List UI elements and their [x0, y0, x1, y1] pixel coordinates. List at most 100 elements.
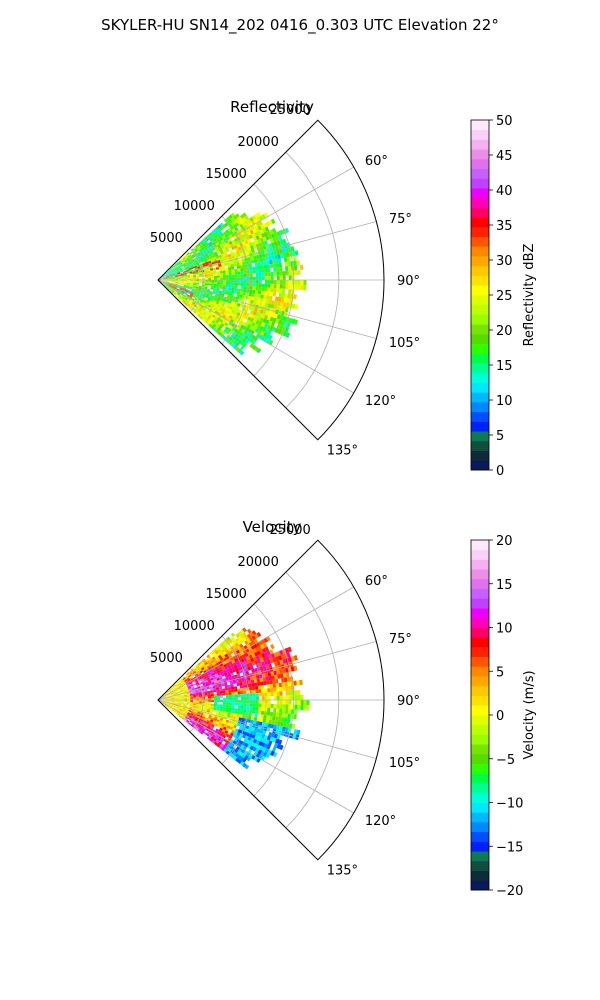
data-cell: [277, 329, 282, 335]
data-cell: [178, 281, 182, 283]
data-cell: [218, 309, 222, 314]
data-cell: [266, 338, 271, 344]
data-cell: [204, 689, 208, 692]
data-cell: [219, 679, 224, 683]
data-cell: [207, 268, 211, 272]
data-cell: [190, 299, 194, 302]
data-cell: [293, 260, 297, 266]
data-cell: [235, 679, 240, 684]
data-cell: [219, 706, 223, 710]
data-cell: [249, 700, 253, 704]
data-cell: [185, 682, 190, 685]
data-cell: [222, 726, 227, 731]
data-cell: [222, 678, 227, 682]
data-cell: [249, 229, 254, 235]
data-cell: [198, 716, 202, 720]
colorbar-tick-label: 50: [496, 114, 513, 129]
data-cell: [202, 714, 206, 718]
data-cell: [255, 700, 259, 704]
data-cell: [258, 234, 263, 239]
data-cell: [216, 658, 221, 663]
data-cell: [225, 707, 229, 710]
data-cell: [217, 654, 222, 659]
data-cell: [226, 294, 231, 298]
data-cell: [248, 313, 253, 318]
data-cell: [261, 276, 265, 280]
data-cell: [181, 680, 185, 683]
data-cell: [214, 275, 218, 278]
data-cell: [168, 283, 172, 285]
data-cell: [211, 295, 215, 299]
data-cell: [288, 700, 292, 705]
data-cell: [268, 320, 273, 326]
data-cell: [249, 270, 253, 274]
data-cell: [229, 230, 234, 235]
colorbar-swatch: [471, 549, 489, 560]
data-cell: [206, 257, 211, 261]
data-cell: [252, 286, 256, 291]
data-cell: [303, 285, 307, 291]
data-cell: [195, 715, 199, 718]
data-cell: [233, 665, 238, 669]
data-cell: [165, 282, 169, 284]
data-cell: [240, 268, 244, 272]
data-cell: [214, 316, 219, 320]
data-cell: [215, 292, 219, 295]
data-cell: [233, 245, 238, 249]
data-cell: [275, 296, 279, 302]
data-cell: [190, 713, 194, 716]
data-cell: [258, 703, 262, 708]
radial-tick-label: 20000: [237, 135, 278, 150]
data-cell: [264, 692, 268, 697]
data-cell: [183, 283, 187, 286]
data-cell: [187, 253, 191, 257]
data-cell: [164, 704, 168, 707]
data-cell: [262, 257, 267, 262]
data-cell: [261, 696, 265, 700]
data-cell: [235, 637, 240, 643]
data-cell: [237, 636, 242, 641]
data-cell: [215, 290, 220, 293]
data-cell: [176, 293, 180, 296]
data-cell: [230, 637, 236, 642]
data-cell: [217, 321, 222, 326]
data-cell: [195, 691, 199, 694]
data-cell: [275, 712, 280, 717]
data-cell: [279, 691, 283, 696]
colorbar-tick-label: 35: [496, 219, 513, 234]
data-cell: [251, 635, 257, 641]
data-cell: [219, 243, 224, 247]
data-cell: [198, 288, 202, 291]
data-cell: [190, 697, 194, 699]
data-cell: [270, 276, 274, 280]
data-cell: [217, 297, 221, 301]
colorbar-swatch: [471, 734, 489, 745]
data-cell: [239, 643, 244, 649]
data-cell: [231, 282, 235, 286]
data-cell: [271, 255, 275, 260]
data-cell: [239, 218, 245, 224]
data-cell: [288, 270, 292, 276]
data-cell: [209, 721, 213, 724]
data-cell: [264, 646, 270, 652]
data-cell: [188, 680, 192, 684]
data-cell: [200, 719, 204, 722]
data-cell: [183, 287, 187, 290]
data-cell: [293, 729, 298, 735]
data-cell: [165, 694, 169, 697]
data-cell: [202, 668, 206, 672]
data-cell: [201, 679, 205, 683]
colorbar-swatch: [471, 421, 489, 432]
data-cell: [272, 259, 276, 264]
data-cell: [233, 311, 238, 315]
data-cell: [237, 691, 241, 695]
data-cell: [219, 307, 223, 312]
data-cell: [215, 646, 220, 651]
data-cell: [275, 738, 280, 744]
data-cell: [162, 283, 165, 286]
data-cell: [210, 692, 214, 695]
data-cell: [183, 299, 187, 302]
data-cell: [206, 654, 211, 659]
data-cell: [192, 301, 196, 305]
data-cell: [239, 655, 244, 660]
